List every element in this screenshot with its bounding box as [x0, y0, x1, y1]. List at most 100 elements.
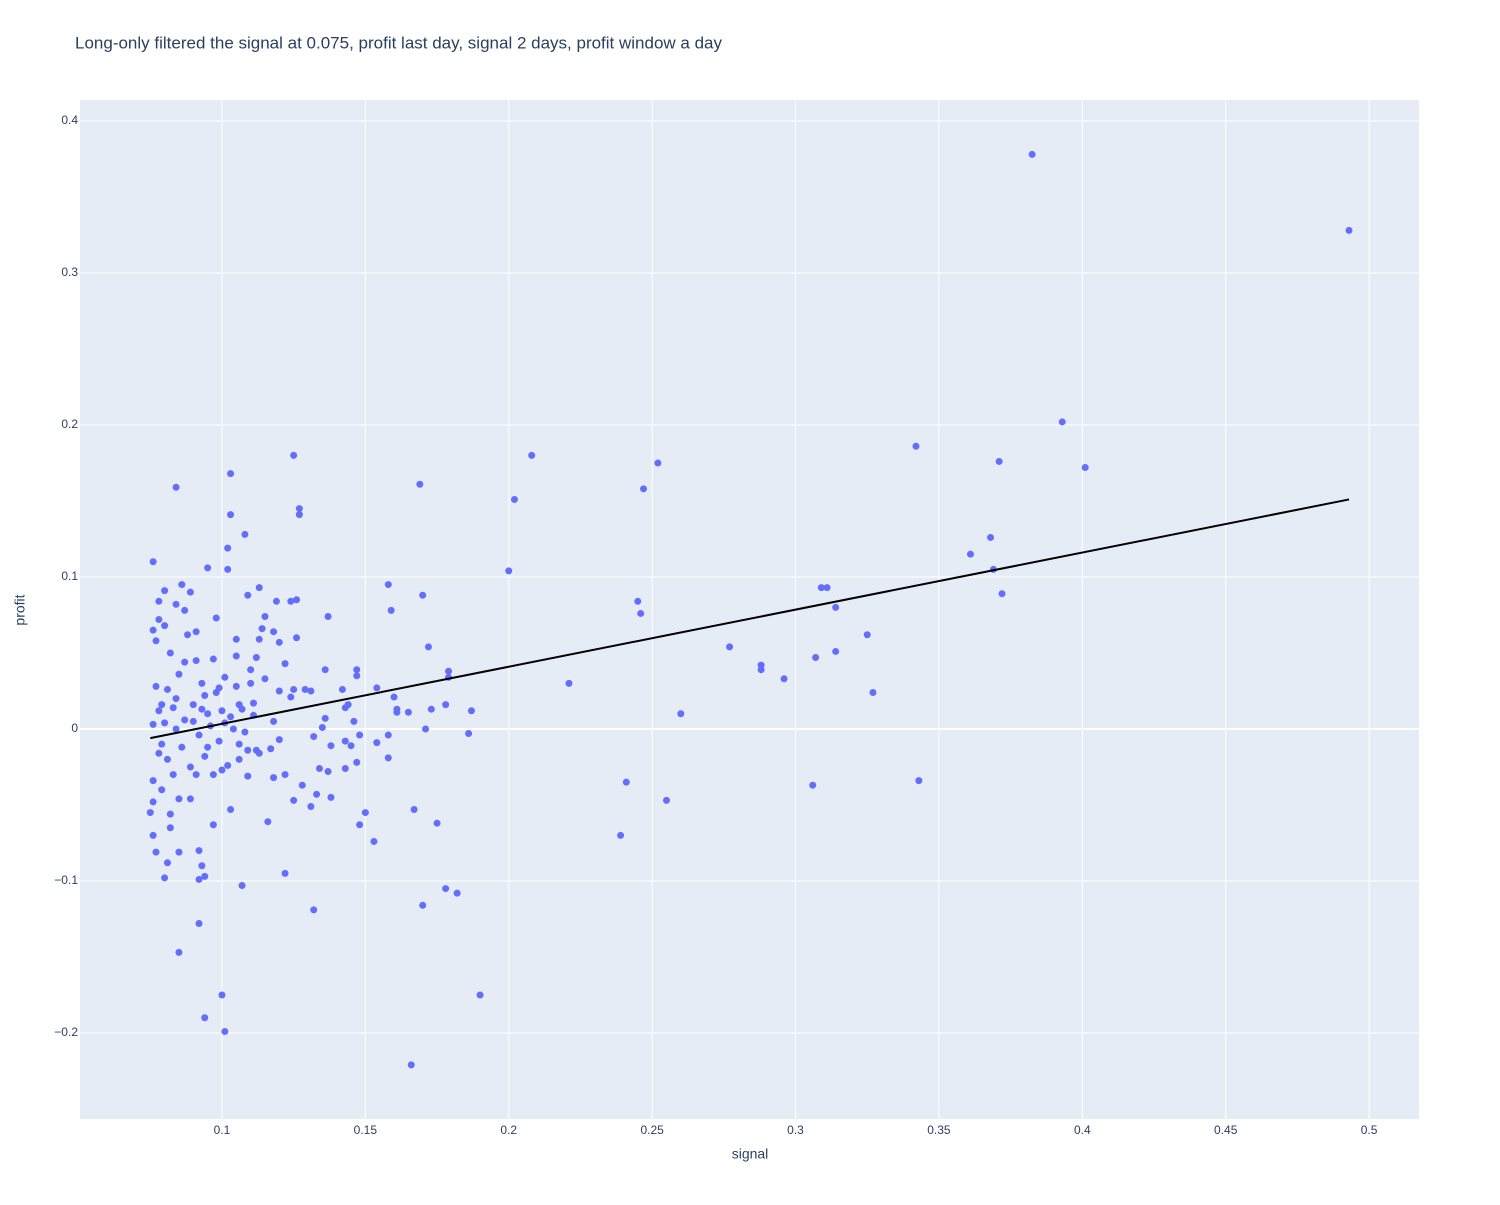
- x-tick-label: 0.15: [354, 1123, 378, 1137]
- point: [261, 612, 269, 620]
- point: [255, 635, 263, 643]
- point: [290, 796, 298, 804]
- x-tick-label: 0.2: [500, 1123, 517, 1137]
- point: [158, 701, 166, 709]
- x-axis-title: signal: [732, 1146, 769, 1162]
- x-tick-label: 0.3: [787, 1123, 804, 1137]
- point: [227, 470, 235, 478]
- point: [186, 763, 194, 771]
- point: [218, 991, 226, 999]
- point: [353, 758, 361, 766]
- point: [218, 766, 226, 774]
- point: [172, 600, 180, 608]
- point: [384, 731, 392, 739]
- point: [235, 755, 243, 763]
- point: [295, 505, 303, 513]
- point: [270, 628, 278, 636]
- point: [416, 480, 424, 488]
- point: [832, 603, 840, 611]
- point: [966, 550, 974, 558]
- y-tick-label: −0.1: [54, 873, 78, 887]
- point: [341, 764, 349, 772]
- point: [373, 684, 381, 692]
- point: [172, 483, 180, 491]
- point: [393, 708, 401, 716]
- point: [321, 666, 329, 674]
- point: [634, 597, 642, 605]
- point: [424, 643, 432, 651]
- point: [344, 701, 352, 709]
- point: [258, 625, 266, 633]
- point: [640, 485, 648, 493]
- point: [387, 606, 395, 614]
- point: [281, 771, 289, 779]
- point: [353, 666, 361, 674]
- x-tick-label: 0.1: [214, 1123, 231, 1137]
- point: [677, 710, 685, 718]
- point: [149, 831, 157, 839]
- point: [161, 719, 169, 727]
- point: [528, 451, 536, 459]
- point: [321, 714, 329, 722]
- point: [201, 692, 209, 700]
- point: [295, 511, 303, 519]
- point: [384, 581, 392, 589]
- point: [232, 652, 240, 660]
- point: [175, 795, 183, 803]
- point: [275, 638, 283, 646]
- point: [178, 743, 186, 751]
- point: [467, 707, 475, 715]
- point: [264, 818, 272, 826]
- y-tick-label: 0: [71, 721, 78, 735]
- point: [198, 705, 206, 713]
- point: [212, 614, 220, 622]
- point: [175, 848, 183, 856]
- point: [204, 743, 212, 751]
- point: [224, 544, 232, 552]
- point: [863, 631, 871, 639]
- point: [272, 597, 280, 605]
- point: [244, 746, 252, 754]
- point: [192, 771, 200, 779]
- point: [172, 695, 180, 703]
- trend-line: [150, 498, 1350, 740]
- point: [442, 701, 450, 709]
- point: [255, 749, 263, 757]
- point: [215, 737, 223, 745]
- y-tick-label: 0.1: [61, 569, 78, 583]
- point: [313, 790, 321, 798]
- point: [250, 699, 258, 707]
- point: [1345, 226, 1353, 234]
- point: [757, 666, 765, 674]
- point: [987, 533, 995, 541]
- point: [465, 730, 473, 738]
- point: [662, 796, 670, 804]
- y-tick-label: 0.3: [61, 265, 78, 279]
- point: [832, 647, 840, 655]
- point: [158, 740, 166, 748]
- point: [1081, 464, 1089, 472]
- point: [298, 781, 306, 789]
- point: [622, 778, 630, 786]
- point: [198, 862, 206, 870]
- point: [390, 693, 398, 701]
- point: [201, 872, 209, 880]
- point: [270, 774, 278, 782]
- point: [809, 781, 817, 789]
- point: [155, 749, 163, 757]
- point: [149, 558, 157, 566]
- point: [166, 824, 174, 832]
- point: [163, 685, 171, 693]
- point: [287, 693, 295, 701]
- x-tick-label: 0.5: [1361, 1123, 1378, 1137]
- y-tick-label: 0.4: [61, 113, 78, 127]
- point: [161, 622, 169, 630]
- point: [184, 631, 192, 639]
- point: [227, 713, 235, 721]
- point: [261, 675, 269, 683]
- point: [995, 457, 1003, 465]
- point: [370, 837, 378, 845]
- point: [442, 885, 450, 893]
- point: [812, 654, 820, 662]
- point: [155, 616, 163, 624]
